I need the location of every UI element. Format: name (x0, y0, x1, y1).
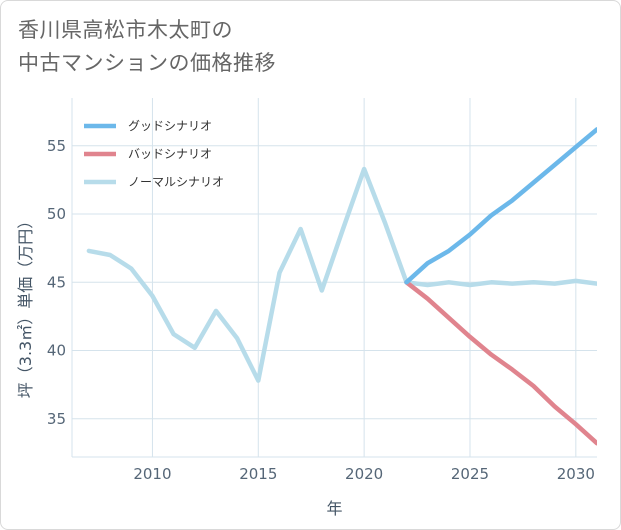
y-axis-ticks: 35 40 45 50 55 (47, 137, 66, 428)
y-tick-label: 45 (47, 273, 66, 291)
y-tick-label: 35 (47, 410, 66, 428)
chart-title-line-2: 中古マンションの価格推移 (18, 51, 276, 75)
y-tick-label: 40 (47, 342, 66, 360)
x-tick-label: 2010 (133, 465, 171, 483)
x-tick-label: 2020 (345, 465, 383, 483)
series-line-normal (86, 166, 597, 383)
y-tick-label: 55 (47, 137, 66, 155)
grid-lines (71, 98, 597, 458)
series-line-bad (404, 280, 597, 446)
x-tick-label: 2025 (451, 465, 489, 483)
legend-label-good: グッドシナリオ (128, 119, 212, 133)
x-axis-title: 年 (326, 499, 342, 518)
chart-title: 香川県高松市木太町の 中古マンションの価格推移 (18, 14, 276, 80)
x-tick-label: 2015 (239, 465, 277, 483)
chart-title-line-1: 香川県高松市木太町の (18, 18, 233, 42)
legend-label-bad: バッドシナリオ (128, 147, 212, 161)
plot-area (72, 98, 597, 457)
y-axis-title: 坪（3.3㎡）単価（万円） (16, 213, 35, 398)
x-tick-label: 2030 (557, 465, 595, 483)
x-axis-ticks: 2010 2015 2020 2025 2030 (133, 465, 595, 483)
series-line-good (404, 127, 597, 285)
y-tick-label: 50 (47, 205, 66, 223)
legend-label-normal: ノーマルシナリオ (128, 175, 224, 189)
series-lines (86, 127, 597, 446)
